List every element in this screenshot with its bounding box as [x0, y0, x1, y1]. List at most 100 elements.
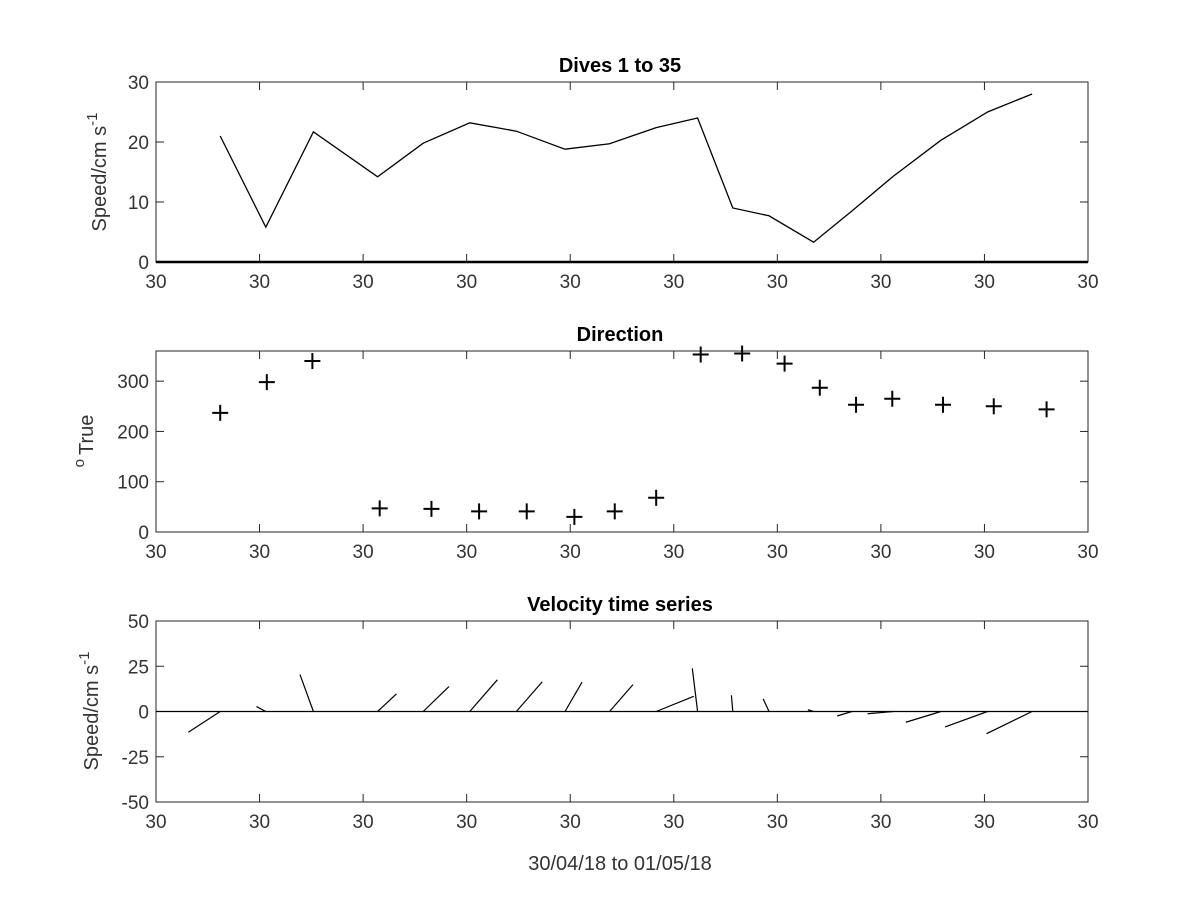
x-tick-label: 30 — [870, 272, 891, 293]
y-tick-label: 200 — [117, 422, 149, 443]
y-tick-label: -25 — [122, 748, 149, 769]
velocity-stick — [944, 710, 988, 728]
y-tick-label: 300 — [117, 372, 149, 393]
x-tick-label: 30 — [767, 812, 788, 833]
direction-point — [566, 508, 583, 525]
direction-point — [1038, 401, 1055, 418]
direction-point — [371, 500, 388, 517]
velocity-stick — [187, 710, 221, 733]
x-tick-label: 30 — [560, 272, 581, 293]
x-tick-label: 30 — [974, 812, 995, 833]
direction-point — [606, 503, 623, 520]
x-tick-label: 30 — [663, 542, 684, 563]
direction-point — [884, 390, 901, 407]
velocity-stick — [377, 693, 397, 712]
velocity-stick — [609, 684, 634, 712]
direction-point — [212, 404, 229, 421]
velocity-stick — [867, 710, 894, 715]
y-tick-label: 20 — [128, 133, 149, 154]
x-tick-label: 30 — [767, 542, 788, 563]
speed-line — [219, 93, 1033, 243]
x-tick-label: 30 — [145, 812, 166, 833]
direction-point — [258, 374, 275, 391]
y-tick-label: 100 — [117, 473, 149, 494]
x-tick-label: 30 — [767, 272, 788, 293]
x-tick-label: 30 — [974, 272, 995, 293]
direction-point — [985, 398, 1002, 415]
speed-series — [156, 93, 1088, 264]
direction-point — [423, 500, 440, 517]
velocity-x-axis-label: 30/04/18 to 01/05/18 — [528, 853, 712, 875]
y-tick-label: 0 — [138, 523, 149, 544]
velocity-stick — [691, 668, 699, 712]
y-tick-label: -50 — [122, 793, 149, 814]
x-tick-label: 30 — [1077, 812, 1098, 833]
direction-y-ticks: 0 100 200 300 — [117, 372, 1088, 544]
x-tick-label: 30 — [663, 272, 684, 293]
direction-point — [304, 353, 321, 370]
x-tick-label: 30 — [249, 272, 270, 293]
x-tick-label: 30 — [870, 542, 891, 563]
x-tick-label: 30 — [145, 542, 166, 563]
speed-chart-title: Dives 1 to 35 — [559, 55, 681, 77]
speed-x-ticks: 30 30 30 30 30 30 30 30 30 30 — [145, 82, 1099, 293]
direction-plot-area — [155, 350, 1089, 533]
velocity-stick — [299, 674, 314, 712]
direction-point — [811, 379, 828, 396]
velocity-stick — [986, 710, 1033, 735]
velocity-x-ticks: 30 30 30 30 30 30 30 30 30 30 — [145, 621, 1099, 833]
velocity-stick — [256, 706, 267, 713]
velocity-series — [156, 668, 1088, 735]
x-tick-label: 30 — [560, 812, 581, 833]
x-tick-label: 30 — [870, 812, 891, 833]
direction-point — [471, 503, 488, 520]
direction-point — [776, 355, 793, 372]
velocity-y-ticks: -50 -25 0 25 50 — [122, 612, 1088, 814]
y-tick-label: 50 — [128, 612, 149, 633]
x-tick-label: 30 — [145, 272, 166, 293]
velocity-stick — [837, 710, 853, 717]
direction-point — [935, 396, 952, 413]
x-tick-label: 30 — [1077, 542, 1098, 563]
velocity-stick — [807, 709, 814, 713]
direction-y-axis-label: oTrue — [71, 415, 98, 468]
x-tick-label: 30 — [456, 542, 477, 563]
direction-point — [734, 345, 751, 362]
direction-x-ticks: 30 30 30 30 30 30 30 30 30 30 — [145, 351, 1099, 563]
speed-plot-area — [155, 81, 1089, 263]
y-tick-label: 10 — [128, 193, 149, 214]
x-tick-label: 30 — [456, 812, 477, 833]
x-tick-label: 30 — [1077, 272, 1098, 293]
y-tick-label: 0 — [138, 253, 149, 274]
y-tick-label: 30 — [128, 73, 149, 94]
speed-y-axis-label: Speed/cm s-1 — [84, 113, 111, 232]
x-tick-label: 30 — [560, 542, 581, 563]
direction-point — [518, 503, 535, 520]
y-tick-label: 0 — [138, 703, 149, 724]
x-tick-label: 30 — [249, 542, 270, 563]
velocity-stick — [762, 698, 770, 712]
direction-point — [692, 346, 709, 363]
x-tick-label: 30 — [353, 812, 374, 833]
velocity-stick — [422, 686, 450, 712]
x-tick-label: 30 — [249, 812, 270, 833]
y-tick-label: 25 — [128, 657, 149, 678]
x-tick-label: 30 — [353, 272, 374, 293]
x-tick-label: 30 — [456, 272, 477, 293]
velocity-stick — [564, 681, 583, 712]
velocity-stick — [905, 710, 942, 723]
direction-point — [648, 489, 665, 506]
x-tick-label: 30 — [974, 542, 995, 563]
velocity-chart-title: Velocity time series — [527, 594, 713, 616]
velocity-stick — [730, 695, 734, 712]
velocity-y-axis-label: Speed/cm s-1 — [76, 652, 103, 771]
x-tick-label: 30 — [663, 812, 684, 833]
velocity-stick — [655, 695, 694, 713]
x-tick-label: 30 — [353, 542, 374, 563]
velocity-stick — [469, 679, 498, 712]
direction-chart-title: Direction — [577, 324, 664, 346]
velocity-stick — [515, 681, 543, 712]
